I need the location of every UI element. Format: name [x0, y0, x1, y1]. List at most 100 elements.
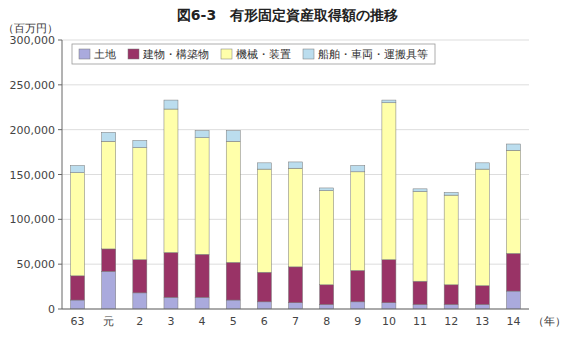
bar-segment — [133, 260, 147, 293]
bar-segment — [257, 169, 271, 272]
bar-segment — [257, 272, 271, 302]
bar-segment — [382, 303, 396, 309]
bar-segment — [133, 148, 147, 260]
grid — [62, 40, 529, 309]
bar-segment — [164, 297, 178, 309]
bar-segment — [506, 291, 520, 309]
y-tick-label: 100,000 — [10, 213, 56, 226]
bar-segment — [226, 131, 240, 142]
y-tick — [58, 309, 62, 310]
y-tick — [58, 129, 62, 130]
bar-segment — [102, 249, 116, 271]
y-tick — [58, 174, 62, 175]
bar-segment — [226, 300, 240, 309]
legend-swatch — [79, 49, 90, 59]
x-tick-label: 元 — [103, 315, 114, 328]
x-tick-label: 13 — [475, 315, 489, 328]
x-tick-label: 63 — [71, 315, 85, 328]
y-axis: 0 50,000 100,000 150,000 200,000 250,000 300,0… — [10, 34, 63, 316]
bar-segment — [351, 302, 365, 309]
y-tick — [58, 40, 62, 41]
bar-segment — [164, 109, 178, 252]
bar-segment — [195, 131, 209, 138]
bar-segment — [288, 168, 302, 267]
bar-segment — [288, 303, 302, 309]
legend-label: 機械・装置 — [236, 48, 291, 61]
y-tick-label: 50,000 — [17, 258, 56, 271]
legend-label: 船舶・車両・運搬具等 — [318, 48, 428, 61]
bar-segment — [351, 166, 365, 172]
bar-segment — [195, 297, 209, 309]
bar-segment — [71, 173, 85, 276]
title: 図6-3 有形固定資産取得額の推移 — [177, 7, 398, 23]
bar-segment — [257, 163, 271, 169]
bar-segment — [475, 163, 489, 169]
bar-segment — [506, 144, 520, 150]
bar-segment — [444, 285, 458, 305]
bar-segment — [226, 141, 240, 262]
bar-segment — [475, 169, 489, 286]
grid-line — [62, 129, 529, 130]
x-tick-label: 7 — [292, 315, 299, 328]
x-tick-label: 14 — [506, 315, 520, 328]
bar-segment — [320, 285, 334, 305]
y-axis-line — [62, 40, 63, 309]
bar-segment — [71, 300, 85, 309]
bar-segment — [164, 100, 178, 109]
y-tick-label: 250,000 — [10, 79, 56, 92]
bar-segment — [164, 253, 178, 298]
y-tick-label: 300,000 — [10, 34, 56, 47]
bar-segment — [351, 270, 365, 301]
legend: 土地 建物・構築物 機械・装置 船舶・車両・運搬具等 — [72, 44, 435, 64]
y-tick-label: 0 — [48, 303, 55, 316]
bar-segment — [102, 271, 116, 309]
bar-segment — [444, 192, 458, 195]
y-tick — [58, 219, 62, 220]
grid-line — [62, 84, 529, 85]
bar-segment — [382, 260, 396, 303]
x-tick-label: 11 — [413, 315, 427, 328]
grid-line — [62, 40, 529, 41]
y-tick — [58, 84, 62, 85]
bar-segment — [133, 140, 147, 147]
x-tick-label: 10 — [382, 315, 396, 328]
x-tick-label: 3 — [167, 315, 174, 328]
y-tick-label: 200,000 — [10, 124, 56, 137]
bar-segment — [195, 254, 209, 297]
bar-segment — [413, 189, 427, 192]
bar-segment — [506, 150, 520, 253]
legend-swatch — [221, 49, 232, 59]
bar-segment — [320, 305, 334, 309]
bar-segment — [413, 281, 427, 304]
y-tick — [58, 264, 62, 265]
chart-container: 図6-3 有形固定資産取得額の推移（百万円）050,000100,000150,… — [0, 0, 575, 341]
bar-segment — [257, 302, 271, 309]
legend-label: 建物・構築物 — [142, 48, 209, 61]
bar-segment — [320, 191, 334, 285]
bar-segment — [226, 262, 240, 300]
x-tick-label: 8 — [323, 315, 330, 328]
bar-segment — [351, 172, 365, 271]
x-axis-label: （年） — [533, 315, 566, 328]
bar-segment — [133, 293, 147, 309]
bar-segment — [475, 286, 489, 305]
bar-segment — [71, 276, 85, 300]
bar-segment — [102, 132, 116, 141]
legend-swatch — [128, 49, 139, 59]
bar-segment — [413, 305, 427, 309]
legend-label: 土地 — [94, 48, 116, 61]
x-axis: 63元234567891011121314 — [71, 315, 521, 328]
x-tick-label: 6 — [261, 315, 268, 328]
bar-segment — [382, 103, 396, 260]
x-axis-line — [62, 309, 529, 310]
x-tick-label: 9 — [354, 315, 361, 328]
chart-svg: 図6-3 有形固定資産取得額の推移（百万円）050,000100,000150,… — [0, 0, 575, 341]
legend-box — [72, 44, 435, 64]
y-tick-label: 150,000 — [10, 169, 56, 182]
bars — [71, 100, 521, 309]
bar-segment — [288, 267, 302, 303]
bar-segment — [475, 305, 489, 309]
x-tick-label: 12 — [444, 315, 458, 328]
bar-segment — [382, 100, 396, 103]
bar-segment — [71, 166, 85, 173]
